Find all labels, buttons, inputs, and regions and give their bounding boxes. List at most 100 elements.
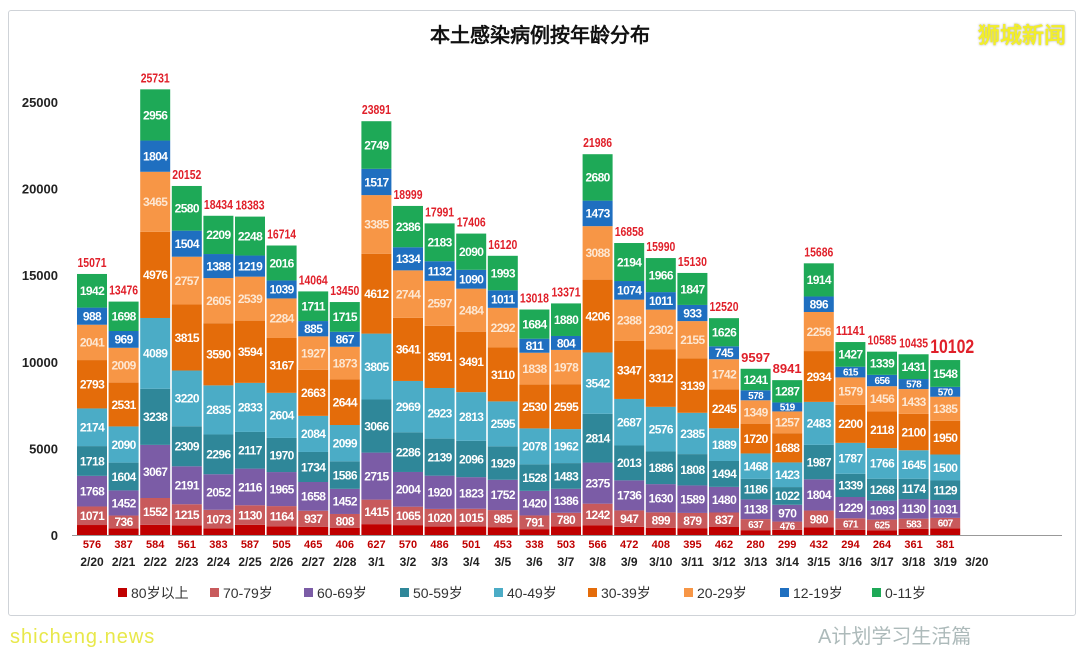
bar-segment <box>393 525 423 535</box>
x-tick-label: 3/15 <box>807 555 831 569</box>
bar-segment <box>772 402 803 412</box>
bar-segment <box>77 307 107 325</box>
segment-label: 1993 <box>491 266 516 280</box>
bar-segment <box>456 269 487 289</box>
bar-segment <box>266 245 297 281</box>
segment-label: 2302 <box>649 323 674 337</box>
bar-segment <box>77 324 107 361</box>
bar-segment <box>456 440 487 478</box>
y-tick-label: 5000 <box>29 441 58 456</box>
bar-segment <box>709 428 739 461</box>
bar-segment <box>361 499 392 525</box>
bar-segment <box>140 498 171 525</box>
x-tick-label: 3/16 <box>839 555 863 569</box>
segment-label: 561 <box>178 539 196 551</box>
bar-segment <box>898 499 929 519</box>
bar-segment <box>456 331 487 393</box>
total-label: 16120 <box>488 237 517 252</box>
bar-segment <box>709 512 739 527</box>
segment-label: 2191 <box>175 479 200 493</box>
total-label: 25731 <box>141 70 170 85</box>
legend-swatch <box>118 588 127 597</box>
segment-label: 811 <box>526 339 544 353</box>
segment-label: 503 <box>557 539 575 551</box>
segment-label: 1073 <box>206 512 231 526</box>
x-tick-label: 3/7 <box>558 555 575 569</box>
bar-segment <box>519 384 550 429</box>
segment-label: 2004 <box>396 483 421 497</box>
bar-segment <box>614 281 645 300</box>
bar-segment <box>203 254 234 279</box>
bar-segment <box>393 380 423 433</box>
segment-label: 381 <box>936 539 954 551</box>
bar-segment <box>930 396 961 421</box>
segment-label: 2245 <box>712 402 737 416</box>
segment-label: 896 <box>810 298 829 312</box>
segment-label: 1415 <box>364 505 389 519</box>
segment-label: 264 <box>873 539 892 551</box>
bar-segment <box>835 518 866 530</box>
bar-segment <box>361 399 392 453</box>
bar-segment <box>424 261 455 281</box>
bar-segment <box>709 486 739 513</box>
bar-segment <box>645 512 676 528</box>
segment-label: 2096 <box>459 452 484 466</box>
total-label: 14064 <box>299 272 329 287</box>
total-label: 15686 <box>804 244 833 259</box>
segment-label: 2813 <box>459 410 484 424</box>
bar-segment <box>77 273 107 308</box>
bar-segment <box>740 499 771 520</box>
segment-label: 472 <box>620 539 638 551</box>
segment-label: 2116 <box>238 480 263 494</box>
bar-segment <box>898 413 929 451</box>
segment-label: 1130 <box>902 502 927 516</box>
segment-label: 1138 <box>744 503 769 517</box>
total-label: 17406 <box>457 215 486 230</box>
bar-segment <box>740 478 771 500</box>
segment-label: 1808 <box>680 463 705 477</box>
segment-label: 2484 <box>459 303 484 317</box>
segment-label: 1287 <box>775 385 800 399</box>
segment-label: 2256 <box>807 325 832 339</box>
bar-segment <box>898 450 929 479</box>
segment-label: 2309 <box>175 440 200 454</box>
bar-segment <box>740 453 771 479</box>
x-tick-label: 3/8 <box>589 555 606 569</box>
x-tick-label: 3/5 <box>494 555 511 569</box>
segment-label: 3067 <box>143 465 168 479</box>
segment-label: 615 <box>843 368 859 379</box>
x-tick-label: 2/23 <box>175 555 199 569</box>
bar-segment <box>930 360 961 387</box>
bar-segment <box>393 270 423 318</box>
segment-label: 2386 <box>396 220 421 234</box>
segment-label: 1736 <box>617 489 642 503</box>
x-tick-label: 3/1 <box>368 555 385 569</box>
segment-label: 2117 <box>238 444 263 458</box>
bar-segment <box>582 503 613 526</box>
bar-segment <box>235 431 265 469</box>
x-tick-label: 3/19 <box>934 555 958 569</box>
bar-segment <box>835 473 866 497</box>
bar-segment <box>108 462 139 491</box>
bar-segment <box>361 168 392 196</box>
x-tick-label: 2/25 <box>238 555 262 569</box>
legend-swatch <box>210 588 219 597</box>
segment-label: 2155 <box>680 333 705 347</box>
segment-label: 3110 <box>491 368 516 382</box>
total-label: 15071 <box>78 255 107 270</box>
bar-segment <box>298 415 329 452</box>
watermark-bottom: shicheng.news <box>10 626 156 648</box>
bar-segment <box>171 185 202 231</box>
bar-segment <box>772 433 803 463</box>
bar-segment <box>424 508 455 527</box>
bar-segment <box>614 480 645 511</box>
segment-label: 1268 <box>870 483 895 497</box>
x-tick-label: 2/27 <box>302 555 326 569</box>
bar-segment <box>266 472 297 507</box>
bar-segment <box>361 121 392 169</box>
segment-label: 3385 <box>364 218 389 232</box>
segment-label: 1950 <box>933 431 958 445</box>
bar-segment <box>298 451 329 483</box>
bar-segment <box>835 496 866 519</box>
legend-label: 80岁以上 <box>131 585 189 601</box>
